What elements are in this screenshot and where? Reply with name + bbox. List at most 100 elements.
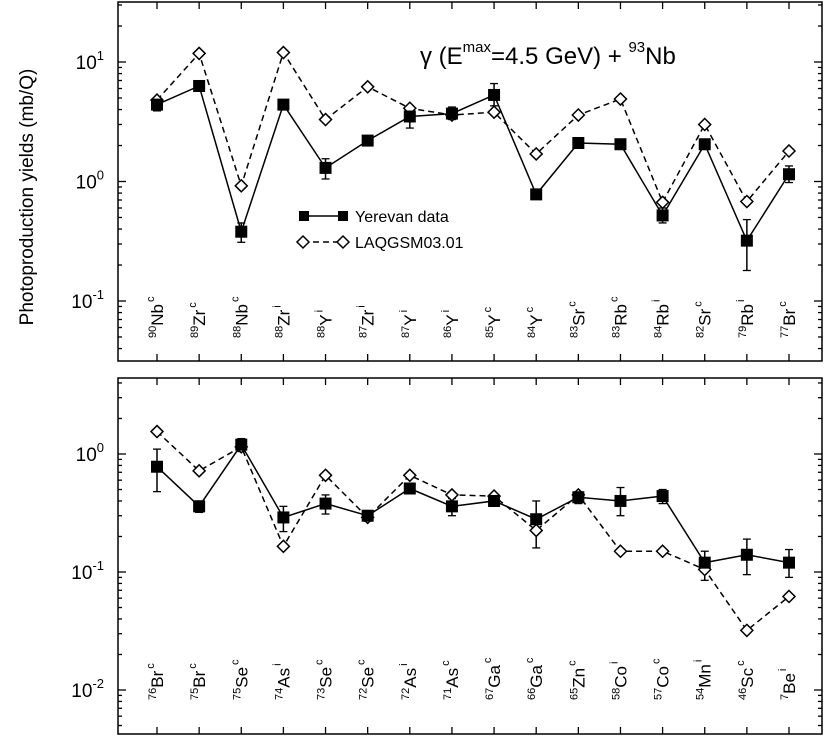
laqgsm-point — [571, 107, 586, 123]
isotope-label: 71Asc — [440, 660, 462, 700]
yerevan-point — [614, 494, 627, 507]
isotope-label: 72Sec — [356, 659, 378, 700]
isotope-label: 84Yc — [524, 306, 546, 338]
yerevan-point — [361, 134, 374, 147]
laqgsm-line — [156, 430, 790, 632]
isotope-label: 75Sec — [229, 659, 251, 700]
laqgsm-point — [360, 79, 375, 94]
isotope-label: 72Asi — [398, 663, 420, 700]
yerevan-point — [151, 460, 163, 473]
isotope-label: 76Brc — [145, 663, 167, 700]
yerevan-point — [698, 138, 711, 151]
yerevan-point — [193, 79, 206, 92]
isotope-label: 89Zrc — [187, 302, 209, 338]
y-tick-label: 100 — [76, 440, 104, 466]
yerevan-point — [698, 556, 711, 569]
yerevan-point — [445, 500, 458, 513]
yerevan-point — [572, 491, 585, 504]
yerevan-point — [488, 88, 501, 101]
yerevan-point — [530, 513, 543, 526]
yerevan-line — [156, 443, 790, 564]
laqgsm-point — [318, 112, 333, 127]
isotope-label: 74Asi — [271, 663, 293, 700]
yerevan-point — [277, 98, 290, 111]
laqgsm-point — [613, 91, 628, 107]
laqgsm-point — [276, 45, 291, 60]
laqgsm-point — [402, 468, 417, 483]
laqgsm-point — [781, 589, 797, 604]
isotope-label: 84Rbi — [651, 300, 673, 338]
isotope-label: 73Sec — [314, 659, 336, 700]
yerevan-point — [319, 161, 332, 174]
yerevan-point — [277, 511, 290, 524]
y-axis-label: Photoproduction yields (mb/Q) — [17, 69, 38, 326]
yerevan-point — [151, 98, 163, 111]
panel-2: 100 10-1 10-2 76Brc 75Brc 75Sec 74Asi 73Sec 72Se… — [71, 378, 822, 734]
yerevan-point — [488, 494, 501, 507]
y-tick-label: 100 — [76, 168, 104, 194]
legend-laqgsm-label: LAQGSM03.01 — [355, 235, 464, 252]
isotope-label: 79Rbi — [735, 300, 757, 338]
laqgsm-point — [781, 143, 797, 159]
laqgsm-point — [192, 463, 207, 478]
yerevan-point — [656, 209, 669, 222]
bottom-panel-frame — [117, 377, 823, 735]
yerevan-point — [319, 497, 332, 510]
laqgsm-line — [156, 50, 790, 205]
laqgsm-point — [192, 46, 207, 61]
isotope-label: 67Gac — [482, 657, 504, 700]
isotope-label: 58Coi — [608, 662, 630, 700]
yerevan-point — [235, 438, 248, 451]
isotope-label: 86Yi — [440, 310, 462, 338]
yerevan-point — [740, 548, 753, 561]
isotope-label: 83Rbc — [608, 296, 630, 338]
isotope-label: 88Zri — [271, 305, 293, 338]
isotope-label: 90Nbc — [145, 296, 167, 338]
legend: Yerevan data LAQGSM03.01 — [295, 209, 464, 252]
legend-yerevan-label: Yerevan data — [355, 209, 449, 226]
isotope-label: 54Mni — [693, 660, 715, 700]
yerevan-point — [656, 490, 669, 503]
laqgsm-point — [318, 468, 333, 483]
y-tick-label: 10-1 — [71, 558, 104, 584]
isotope-label: 75Brc — [187, 663, 209, 700]
isotope-label: 88Yi — [314, 310, 336, 338]
laqgsm-point — [529, 523, 544, 538]
isotope-label: 88Nbc — [229, 296, 251, 338]
yerevan-point — [403, 482, 416, 495]
laqgsm-point — [655, 544, 670, 559]
isotope-label: 77Brc — [777, 301, 799, 338]
isotope-label: 87Yi — [398, 310, 420, 338]
y-tick-label: 10-2 — [71, 676, 104, 702]
yerevan-point — [530, 188, 543, 201]
yerevan-point — [445, 107, 458, 120]
laqgsm-point — [276, 539, 291, 554]
laqgsm-point — [739, 623, 754, 638]
laqgsm-point — [444, 487, 459, 502]
isotope-label: 85Yc — [482, 306, 504, 338]
isotope-label: 7Bei — [777, 669, 799, 700]
isotope-label: 87Zri — [356, 305, 378, 338]
isotope-label: 65Znc — [566, 660, 588, 700]
yerevan-point — [783, 168, 795, 181]
isotope-label: 57Coc — [651, 658, 673, 700]
laqgsm-point — [529, 146, 544, 162]
laqgsm-point — [487, 105, 502, 120]
isotope-label: 46Scc — [735, 660, 757, 700]
isotope-label: 66Gac — [524, 657, 546, 700]
yerevan-point — [572, 136, 585, 149]
yerevan-line — [156, 84, 790, 243]
laqgsm-point — [149, 424, 165, 439]
yerevan-point — [193, 500, 206, 513]
reaction-label: γ (Emax=4.5 GeV) + 93Nb — [420, 39, 676, 70]
yerevan-point — [235, 225, 248, 238]
isotope-label: 83Src — [566, 301, 588, 338]
yerevan-point — [614, 138, 627, 151]
laqgsm-point — [234, 178, 249, 193]
yerevan-point — [361, 509, 374, 522]
yerevan-point — [783, 556, 795, 569]
legend-laqgsm: LAQGSM03.01 — [295, 234, 464, 252]
laqgsm-point — [739, 194, 754, 209]
legend-yerevan: Yerevan data — [299, 209, 449, 226]
